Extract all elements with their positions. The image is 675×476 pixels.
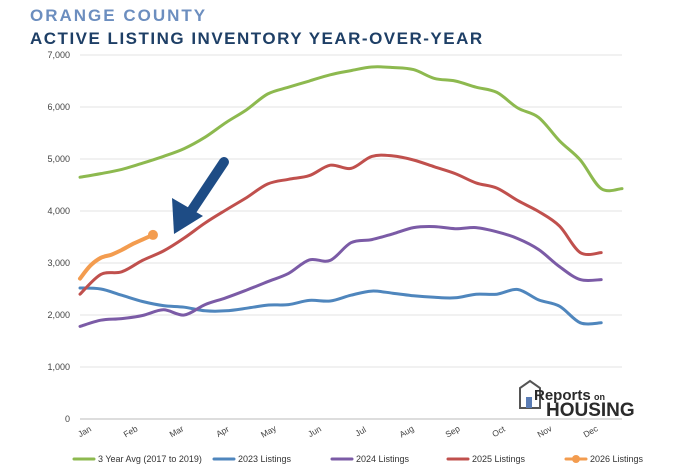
x-tick-label: Jan: [76, 424, 93, 440]
reports-on-housing-logo: Reports on HOUSING: [519, 379, 635, 421]
legend-label: 2026 Listings: [590, 454, 644, 464]
chart-title-block: ORANGE COUNTY ACTIVE LISTING INVENTORY Y…: [30, 6, 484, 50]
x-tick-label: Mar: [168, 423, 186, 439]
y-tick-label: 6,000: [47, 102, 70, 112]
legend-label: 3 Year Avg (2017 to 2019): [98, 454, 202, 464]
legend-label: 2024 Listings: [356, 454, 410, 464]
y-axis-ticks: 0 1,000 2,000 3,000 4,000 5,000 6,000 7,000: [47, 50, 70, 424]
x-tick-label: Jun: [306, 424, 323, 440]
x-axis-ticks: Jan Feb Mar Apr May Jun Jul Aug Sep Oct Nov Dec: [76, 423, 600, 440]
x-tick-label: Nov: [535, 423, 554, 440]
y-tick-label: 5,000: [47, 154, 70, 164]
y-tick-label: 3,000: [47, 258, 70, 268]
x-tick-label: Aug: [397, 423, 415, 439]
series-line-3-year-avg-2017-to-2019: [78, 65, 624, 193]
arrow-head: [172, 198, 203, 234]
latest-point-marker: [147, 229, 158, 240]
brand-reports: Reports: [534, 387, 591, 404]
annotation-arrow: [172, 157, 229, 234]
series-line-2023-listings: [78, 286, 603, 326]
x-tick-label: Apr: [214, 424, 231, 439]
series-line-2025-listings: [78, 153, 603, 296]
x-tick-label: Dec: [581, 423, 600, 440]
chart-subtitle: ORANGE COUNTY: [30, 6, 208, 25]
brand-housing: HOUSING: [546, 400, 635, 421]
y-tick-label: 4,000: [47, 206, 70, 216]
y-tick-label: 7,000: [47, 50, 70, 60]
x-tick-label: Feb: [122, 423, 140, 439]
legend: 3 Year Avg (2017 to 2019) 2023 Listings 20…: [72, 454, 644, 464]
brand-on: on: [594, 392, 605, 402]
y-tick-label: 0: [65, 414, 70, 424]
series-line-2024-listings: [78, 225, 603, 328]
arrow-shaft: [187, 157, 229, 215]
series-line-2026-listings: [78, 232, 155, 281]
house-door-icon: [526, 397, 532, 408]
house-icon: [519, 379, 541, 409]
x-tick-label: Sep: [443, 423, 461, 439]
legend-label: 2023 Listings: [238, 454, 292, 464]
gridlines: [80, 54, 622, 420]
legend-label: 2025 Listings: [472, 454, 526, 464]
chart-title: ACTIVE LISTING INVENTORY YEAR-OVER-YEAR: [30, 29, 484, 48]
series-lines: [78, 65, 624, 328]
x-tick-label: Jul: [353, 424, 368, 438]
x-tick-label: Oct: [490, 423, 507, 439]
legend-marker: [572, 455, 580, 463]
y-tick-label: 1,000: [47, 362, 70, 372]
y-tick-label: 2,000: [47, 310, 70, 320]
x-tick-label: May: [259, 423, 279, 440]
